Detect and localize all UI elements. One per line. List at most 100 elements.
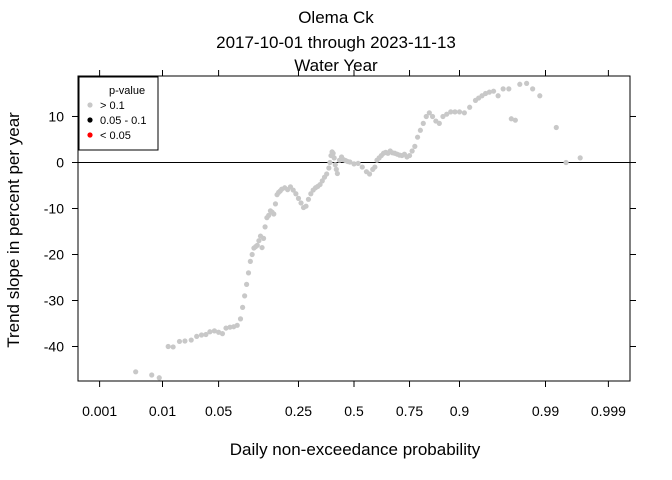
data-point	[456, 109, 463, 115]
data-point	[260, 235, 267, 241]
data-point	[517, 81, 523, 87]
data-point	[330, 150, 336, 156]
y-tick-label: -20	[44, 246, 64, 262]
data-point	[170, 344, 176, 350]
data-point	[331, 155, 337, 161]
legend-title: p-value	[109, 85, 145, 97]
data-point	[426, 110, 432, 116]
data-point	[242, 293, 248, 299]
plot-frame	[77, 75, 631, 382]
data-point	[203, 331, 209, 338]
data-point	[240, 304, 246, 310]
y-axis-label: Trend slope in percent per year	[4, 112, 23, 348]
data-point	[409, 148, 415, 154]
data-point	[347, 159, 353, 165]
data-point	[324, 171, 330, 177]
data-point	[327, 159, 333, 166]
data-point	[372, 164, 378, 170]
data-point	[290, 187, 296, 193]
data-point	[332, 162, 338, 168]
data-point	[237, 316, 244, 322]
data-point	[333, 166, 339, 172]
data-point	[165, 343, 171, 350]
data-point	[305, 196, 312, 202]
legend-entry-label: > 0.1	[100, 100, 125, 112]
data-point	[298, 200, 304, 206]
data-point	[486, 89, 493, 95]
data-point	[198, 332, 205, 338]
data-point	[448, 109, 454, 115]
data-point	[271, 211, 277, 217]
x-tick-label: 0.25	[285, 403, 312, 419]
data-point	[537, 93, 543, 99]
data-point	[249, 251, 255, 258]
data-point	[262, 224, 268, 230]
data-point	[444, 111, 450, 117]
data-point	[308, 191, 314, 197]
data-point	[563, 159, 569, 166]
legend-marker	[87, 117, 93, 123]
x-tick-label: 0.01	[149, 403, 176, 419]
legend-box	[78, 76, 159, 151]
data-point	[133, 369, 139, 375]
data-point	[412, 143, 418, 149]
data-point	[355, 160, 361, 167]
data-point	[303, 203, 309, 209]
y-tick-label: -10	[44, 200, 64, 216]
legend-marker	[87, 102, 93, 108]
y-tick-label: -40	[44, 338, 64, 354]
data-point	[334, 170, 340, 177]
data-point	[490, 88, 497, 94]
x-tick-label: 0.001	[82, 403, 117, 419]
plot-layer: -40 -30 -20 -10 0 10 0.001 0.01 0.05 0.25 0.5 0.75 0…	[44, 70, 636, 419]
data-point	[461, 110, 467, 116]
data-point	[176, 338, 183, 345]
data-point	[423, 113, 429, 120]
data-point	[452, 109, 458, 115]
data-point	[506, 86, 512, 92]
data-point	[351, 161, 357, 167]
data-point	[266, 212, 272, 218]
x-tick-label: 0.999	[591, 403, 626, 419]
data-point	[295, 195, 302, 201]
data-point	[207, 329, 213, 335]
y-tick-label: 10	[48, 108, 64, 124]
data-point	[247, 258, 253, 264]
data-point	[219, 331, 226, 337]
x-tick-label: 0.5	[344, 403, 364, 419]
data-point	[211, 328, 218, 334]
data-point	[524, 80, 530, 86]
data-point	[512, 117, 518, 123]
data-point	[234, 322, 240, 328]
data-point	[406, 152, 413, 159]
data-point	[417, 127, 423, 133]
data-point	[429, 113, 436, 120]
data-point	[420, 120, 426, 126]
data-point	[326, 165, 332, 171]
x-tick-label: 0.9	[450, 403, 470, 419]
legend-entry-label: < 0.05	[100, 130, 131, 142]
data-point	[243, 281, 250, 287]
data-point	[223, 325, 229, 331]
data-point	[495, 93, 501, 99]
data-point	[440, 113, 446, 120]
data-point	[188, 337, 194, 343]
data-point	[245, 270, 252, 276]
x-axis-label: Daily non-exceedance probability	[229, 440, 481, 459]
data-point	[500, 86, 506, 92]
x-tick-label: 0.75	[396, 403, 423, 419]
data-point	[508, 116, 514, 122]
data-point	[530, 86, 536, 92]
data-point	[366, 171, 373, 177]
data-point	[359, 164, 365, 170]
data-point	[272, 201, 279, 207]
x-tick-label: 0.05	[205, 403, 232, 419]
y-tick-label: 0	[56, 154, 64, 170]
legend-marker	[87, 132, 93, 138]
legend-entry-label: 0.05 - 0.1	[100, 115, 146, 127]
chart-title: Olema Ck	[298, 8, 374, 27]
data-point	[553, 124, 559, 131]
data-point	[254, 242, 260, 248]
data-point	[182, 338, 188, 344]
